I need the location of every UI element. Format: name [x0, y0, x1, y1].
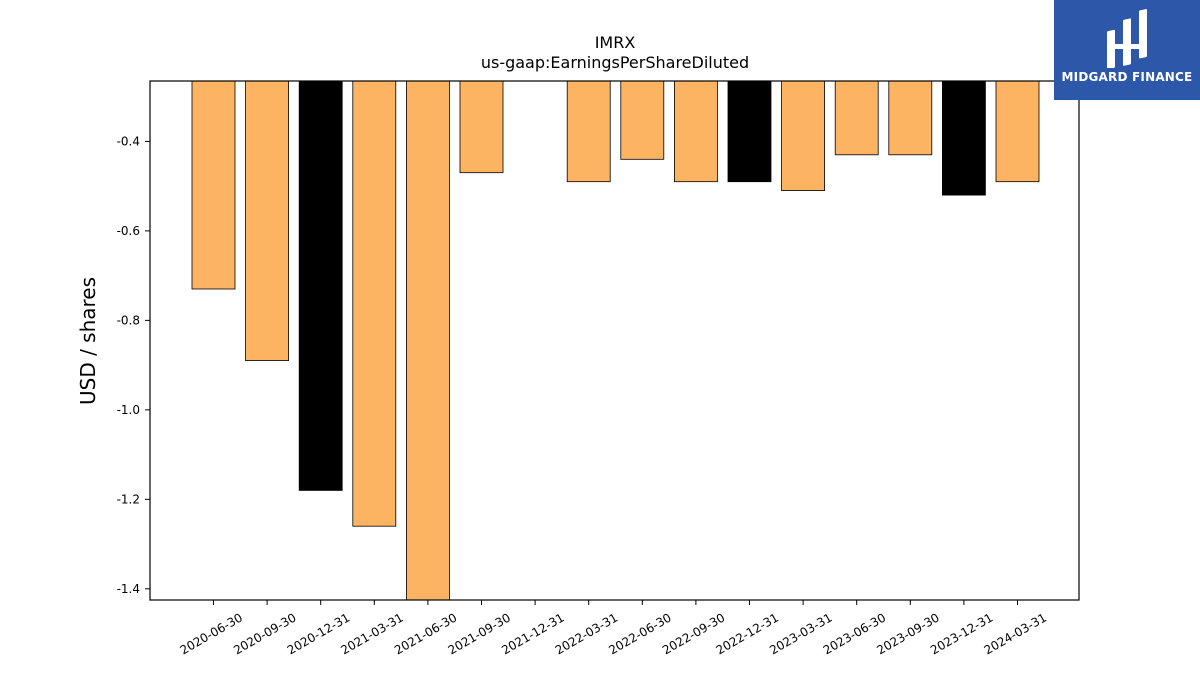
logo-text: MIDGARD FINANCE: [1061, 70, 1193, 84]
bar-2021-03-31: [352, 80, 397, 527]
bar-2022-06-30: [620, 80, 665, 160]
plot-frame: [149, 80, 1080, 601]
bar-2020-12-31: [298, 80, 343, 491]
x-axis-ticks: 2020-06-302020-09-302020-12-312021-03-31…: [178, 600, 1049, 657]
y-tick-label: -0.4: [117, 134, 140, 148]
midgard-finance-logo: MIDGARD FINANCE: [1054, 0, 1200, 100]
bar-2023-03-31: [781, 80, 825, 191]
bar-2024-03-31: [995, 80, 1040, 183]
bar-2023-12-31: [942, 80, 986, 196]
bar-2023-09-30: [888, 80, 933, 156]
bar-2021-09-30: [459, 80, 504, 174]
bar-2023-06-30: [834, 80, 879, 156]
bar-2020-09-30: [245, 80, 290, 362]
y-tick-label: -1.4: [117, 582, 140, 596]
bar-2021-06-30: [405, 80, 450, 601]
midgard-logo-icon: [1107, 9, 1147, 68]
y-axis-label: USD / shares: [76, 277, 100, 405]
y-axis-ticks: -0.4 -0.6 -0.8 -1.0 -1.2 -1.4: [117, 134, 150, 596]
y-tick-label: -0.6: [117, 224, 140, 238]
bar-2022-09-30: [674, 80, 718, 183]
bar-2022-03-31: [566, 80, 611, 183]
bars: [191, 80, 1040, 601]
y-tick-label: -0.8: [117, 313, 140, 327]
y-tick-label: -1.2: [117, 492, 140, 506]
bar-2022-12-31: [727, 80, 772, 183]
bar-2020-06-30: [191, 80, 236, 290]
y-tick-label: -1.0: [117, 403, 140, 417]
chart-subtitle: us-gaap:EarningsPerShareDiluted: [481, 53, 749, 72]
chart-title: IMRX: [595, 33, 636, 52]
